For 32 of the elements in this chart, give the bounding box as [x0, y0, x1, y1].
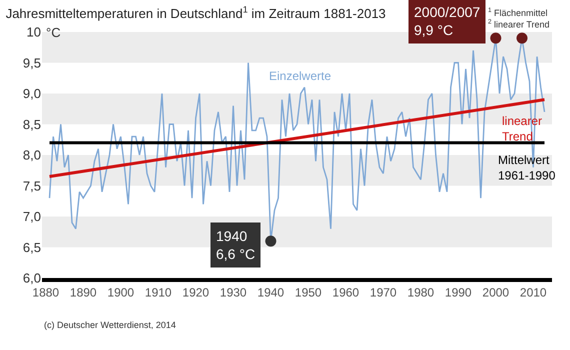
- y-tick-label: 6,5: [22, 240, 41, 255]
- text: $^{1}$ Flächenmittel $^{2}$ linearer Trend: [488, 7, 550, 30]
- x-tick-label: 1950: [294, 285, 322, 300]
- y-tick-label: 7,0: [22, 209, 41, 224]
- y-tick-label: 9,5: [22, 55, 41, 70]
- y-tick-label: 8,5: [22, 116, 41, 132]
- x-tick-label: 2000: [482, 285, 510, 300]
- y-axis-title: °C: [46, 25, 61, 40]
- x-tick-label: 1990: [444, 285, 472, 300]
- x-tick-label: 1910: [144, 285, 172, 300]
- text: (c) Deutscher Wetterdienst, 2014: [44, 320, 176, 330]
- annotation: 1940 6,6 °C: [216, 228, 256, 262]
- x-tick-label: 2010: [520, 285, 547, 300]
- x-tick-label: 1930: [220, 285, 247, 300]
- y-tick-label: 9,0: [22, 86, 41, 102]
- y-tick-label: 7,5: [22, 178, 41, 194]
- x-tick-label: 1920: [182, 285, 210, 300]
- series-label: linearer Trend: [502, 114, 542, 144]
- x-tick-label: 1890: [70, 285, 97, 300]
- x-tick-label: 1960: [332, 285, 360, 300]
- x-tick-label: 1970: [370, 285, 397, 300]
- chart-title: Jahresmitteltemperaturen in Deutschland$^{1}$ im Zeitraum 1881-2013: [6, 4, 386, 21]
- y-tick-label: 6,0: [22, 270, 41, 286]
- series-label: Einzelwerte: [269, 69, 332, 83]
- x-tick-label: 1980: [407, 285, 434, 300]
- y-tick-label: 10: [26, 24, 41, 40]
- ref-line-label: Mittelwert 1961-1990: [498, 153, 556, 183]
- y-tick-label: 8,0: [22, 148, 41, 163]
- annotation: 2000/2007 9,9 °C: [414, 4, 480, 38]
- x-tick-label: 1880: [32, 285, 60, 300]
- x-tick-label: 1940: [257, 285, 284, 300]
- x-tick-label: 1900: [107, 285, 134, 300]
